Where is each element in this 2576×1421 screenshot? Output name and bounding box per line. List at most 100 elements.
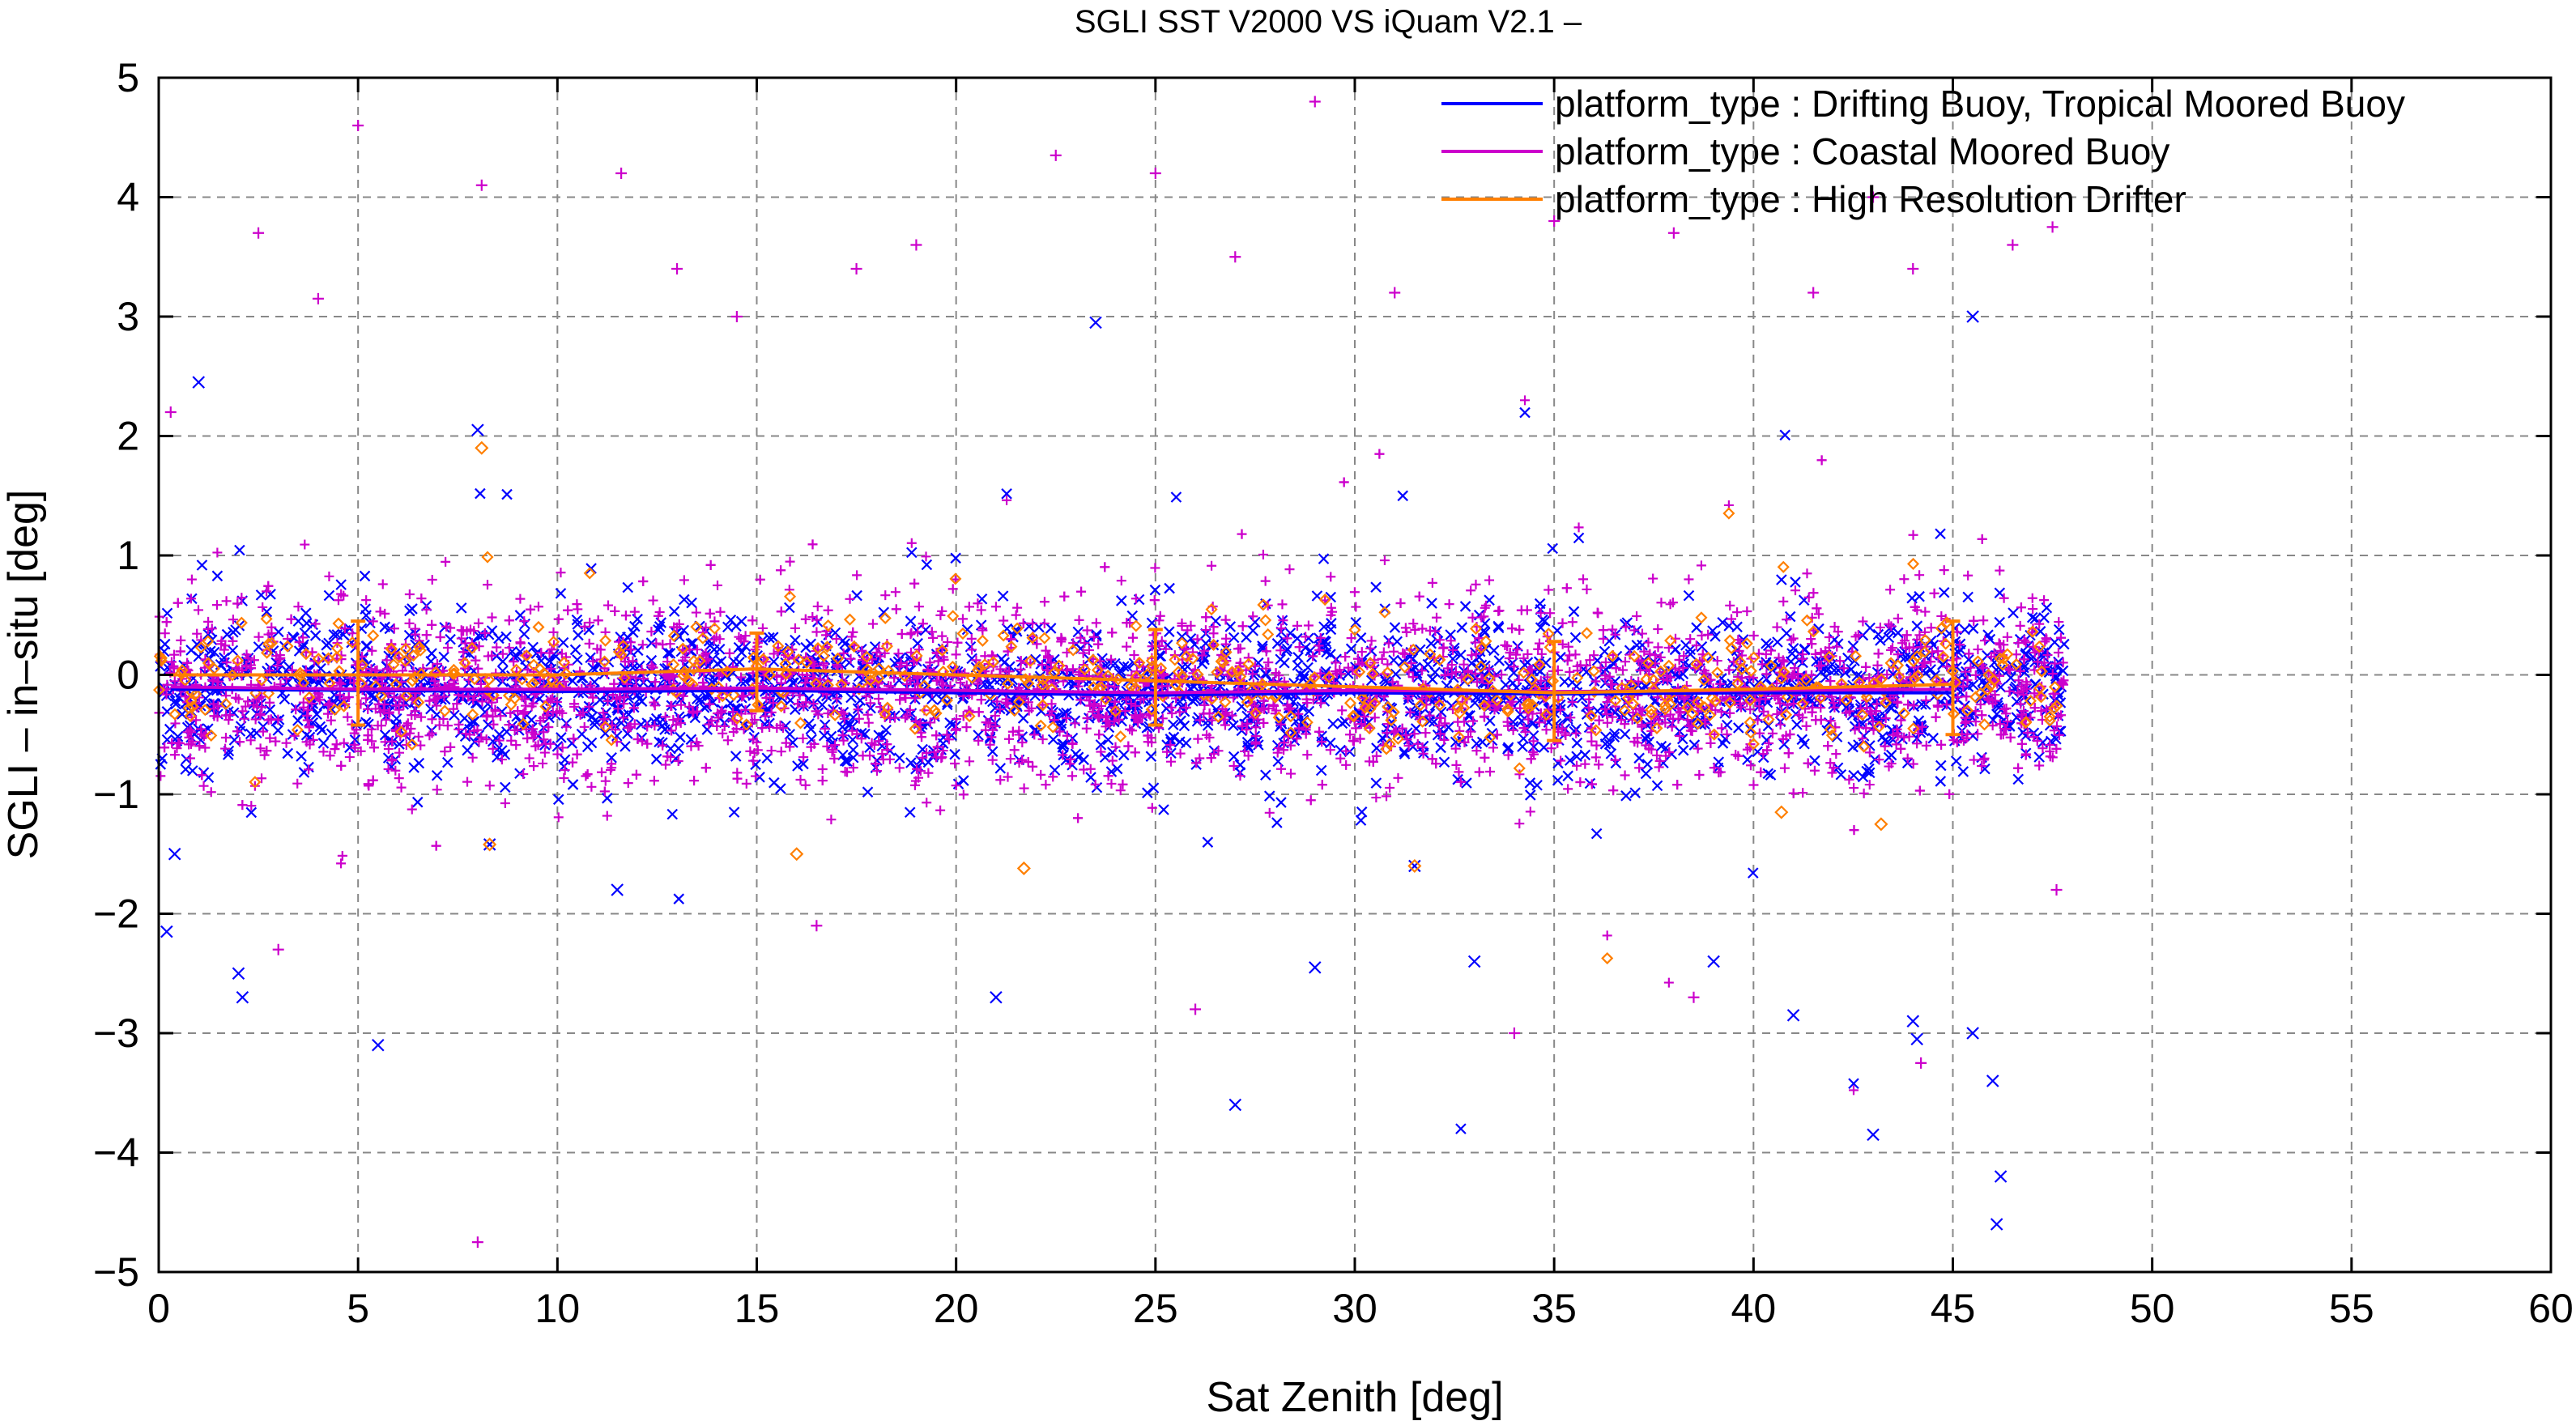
data-point xyxy=(1573,522,1584,533)
data-point xyxy=(1994,616,2006,628)
data-point xyxy=(935,805,946,815)
data-point xyxy=(448,704,458,714)
data-point xyxy=(692,693,703,704)
data-point xyxy=(1608,731,1620,743)
data-point xyxy=(1603,738,1616,751)
data-point xyxy=(1427,577,1437,588)
data-point xyxy=(745,746,756,756)
data-point xyxy=(1067,759,1078,771)
data-point xyxy=(1808,588,1819,598)
data-point xyxy=(1931,712,1941,722)
data-point xyxy=(1816,666,1827,678)
data-point xyxy=(1929,588,1939,598)
data-point xyxy=(221,657,232,668)
data-point xyxy=(1810,649,1820,659)
data-point xyxy=(1281,643,1293,655)
data-point xyxy=(1154,615,1165,626)
data-point xyxy=(1349,587,1360,598)
data-point xyxy=(1308,961,1322,974)
data-point xyxy=(379,621,391,633)
data-point xyxy=(192,376,206,389)
data-point xyxy=(1977,534,1987,544)
data-point xyxy=(339,623,350,634)
data-point xyxy=(1857,734,1867,744)
data-point xyxy=(1082,713,1092,724)
data-point xyxy=(2054,617,2064,628)
data-point xyxy=(335,579,347,590)
data-point xyxy=(1846,663,1857,675)
data-point xyxy=(2049,725,2059,736)
data-point xyxy=(1126,699,1136,709)
data-point xyxy=(1174,707,1185,717)
data-point xyxy=(486,625,498,636)
data-point xyxy=(942,730,952,740)
data-point xyxy=(811,616,824,628)
data-point xyxy=(1586,736,1597,747)
data-point xyxy=(2008,607,2019,619)
data-point xyxy=(599,728,611,739)
data-point xyxy=(228,627,239,638)
data-point xyxy=(331,629,343,640)
data-point xyxy=(1275,797,1287,808)
data-point xyxy=(1164,582,1175,594)
data-point xyxy=(1130,747,1140,758)
data-point xyxy=(1090,779,1101,789)
data-point xyxy=(253,632,264,642)
data-point xyxy=(473,618,483,628)
data-point xyxy=(1790,585,1800,596)
data-point xyxy=(585,737,598,749)
data-point xyxy=(1827,768,1837,778)
data-point xyxy=(603,600,614,611)
data-point xyxy=(1180,737,1192,749)
data-point xyxy=(1631,640,1643,651)
data-point xyxy=(1389,646,1399,657)
data-point xyxy=(496,706,508,717)
data-point xyxy=(602,810,612,821)
data-point xyxy=(407,804,417,815)
data-point xyxy=(309,630,321,641)
data-point xyxy=(224,710,235,721)
data-point xyxy=(1712,656,1722,666)
data-point xyxy=(805,723,817,735)
data-point xyxy=(1228,751,1240,763)
data-point xyxy=(1057,738,1068,750)
data-point xyxy=(557,636,569,649)
data-point xyxy=(377,579,388,589)
data-point xyxy=(1935,528,1946,539)
data-point xyxy=(1563,641,1573,652)
data-point xyxy=(1485,767,1496,777)
data-point xyxy=(1155,611,1165,621)
data-point xyxy=(1110,742,1121,752)
data-point xyxy=(909,578,920,589)
data-point xyxy=(1228,632,1240,644)
data-point xyxy=(1385,782,1395,793)
data-point xyxy=(194,605,204,615)
data-point xyxy=(811,627,822,637)
data-point xyxy=(560,765,570,776)
data-point xyxy=(649,776,659,786)
data-point xyxy=(973,735,984,746)
data-point xyxy=(169,750,180,760)
data-point xyxy=(421,604,432,615)
data-point xyxy=(728,806,740,818)
data-point xyxy=(1017,713,1029,724)
data-point xyxy=(504,615,514,626)
data-point xyxy=(1463,732,1474,742)
data-point xyxy=(1713,756,1725,768)
data-point xyxy=(356,746,366,756)
data-point xyxy=(198,781,209,791)
data-point xyxy=(1317,780,1327,790)
data-point xyxy=(1067,771,1078,781)
data-point xyxy=(1250,616,1261,628)
data-point xyxy=(1235,771,1245,781)
data-point xyxy=(952,714,962,725)
data-point xyxy=(462,776,473,787)
data-point xyxy=(684,701,695,712)
data-point xyxy=(259,750,270,760)
data-point xyxy=(1456,622,1468,633)
data-point xyxy=(1602,717,1612,728)
data-point xyxy=(1748,630,1759,640)
data-point xyxy=(1986,1074,1999,1087)
data-point xyxy=(1408,619,1419,629)
data-point xyxy=(1345,643,1357,655)
